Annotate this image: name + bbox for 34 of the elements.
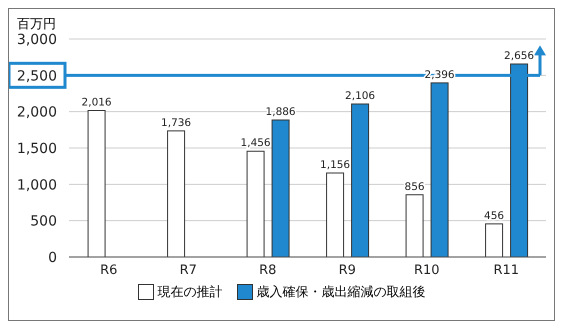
y-axis-title: 百万円 xyxy=(17,16,56,33)
bar xyxy=(167,130,186,257)
x-tick-label: R6 xyxy=(100,263,118,278)
y-tick-label: 500 xyxy=(30,214,57,230)
bar xyxy=(351,103,370,257)
y-tick-label: 2,500 xyxy=(16,68,57,84)
bar xyxy=(406,194,424,257)
data-label: 1,886 xyxy=(266,106,296,118)
bar xyxy=(326,172,344,257)
data-label: 1,456 xyxy=(240,137,271,150)
data-label: 856 xyxy=(404,180,425,193)
x-tick-label: R7 xyxy=(180,263,197,278)
x-tick-label: R10 xyxy=(414,263,440,278)
x-tick-label: R9 xyxy=(338,263,356,278)
data-label: 2,016 xyxy=(82,96,112,109)
y-tick-label: 3,000 xyxy=(16,32,57,48)
bar xyxy=(88,110,106,257)
bar xyxy=(272,119,290,257)
legend-label: 歳入確保・歳出縮減の取組後 xyxy=(256,284,426,301)
x-tick-label: R11 xyxy=(493,263,520,278)
legend-label: 現在の推計 xyxy=(158,284,222,301)
y-tick-label: 0 xyxy=(48,250,57,266)
bar xyxy=(430,82,449,257)
data-label: 1,736 xyxy=(161,116,192,129)
data-label: 456 xyxy=(484,210,504,222)
y-tick-label: 2,000 xyxy=(16,104,57,121)
y-tick-label: 1,500 xyxy=(16,141,57,157)
data-label: 2,656 xyxy=(504,50,534,62)
y-tick-label: 1,000 xyxy=(16,177,57,194)
data-label: 2,106 xyxy=(345,90,376,102)
x-tick-label: R8 xyxy=(259,263,276,278)
bar xyxy=(485,223,504,257)
data-label: 1,156 xyxy=(320,158,350,171)
bar xyxy=(246,150,265,257)
